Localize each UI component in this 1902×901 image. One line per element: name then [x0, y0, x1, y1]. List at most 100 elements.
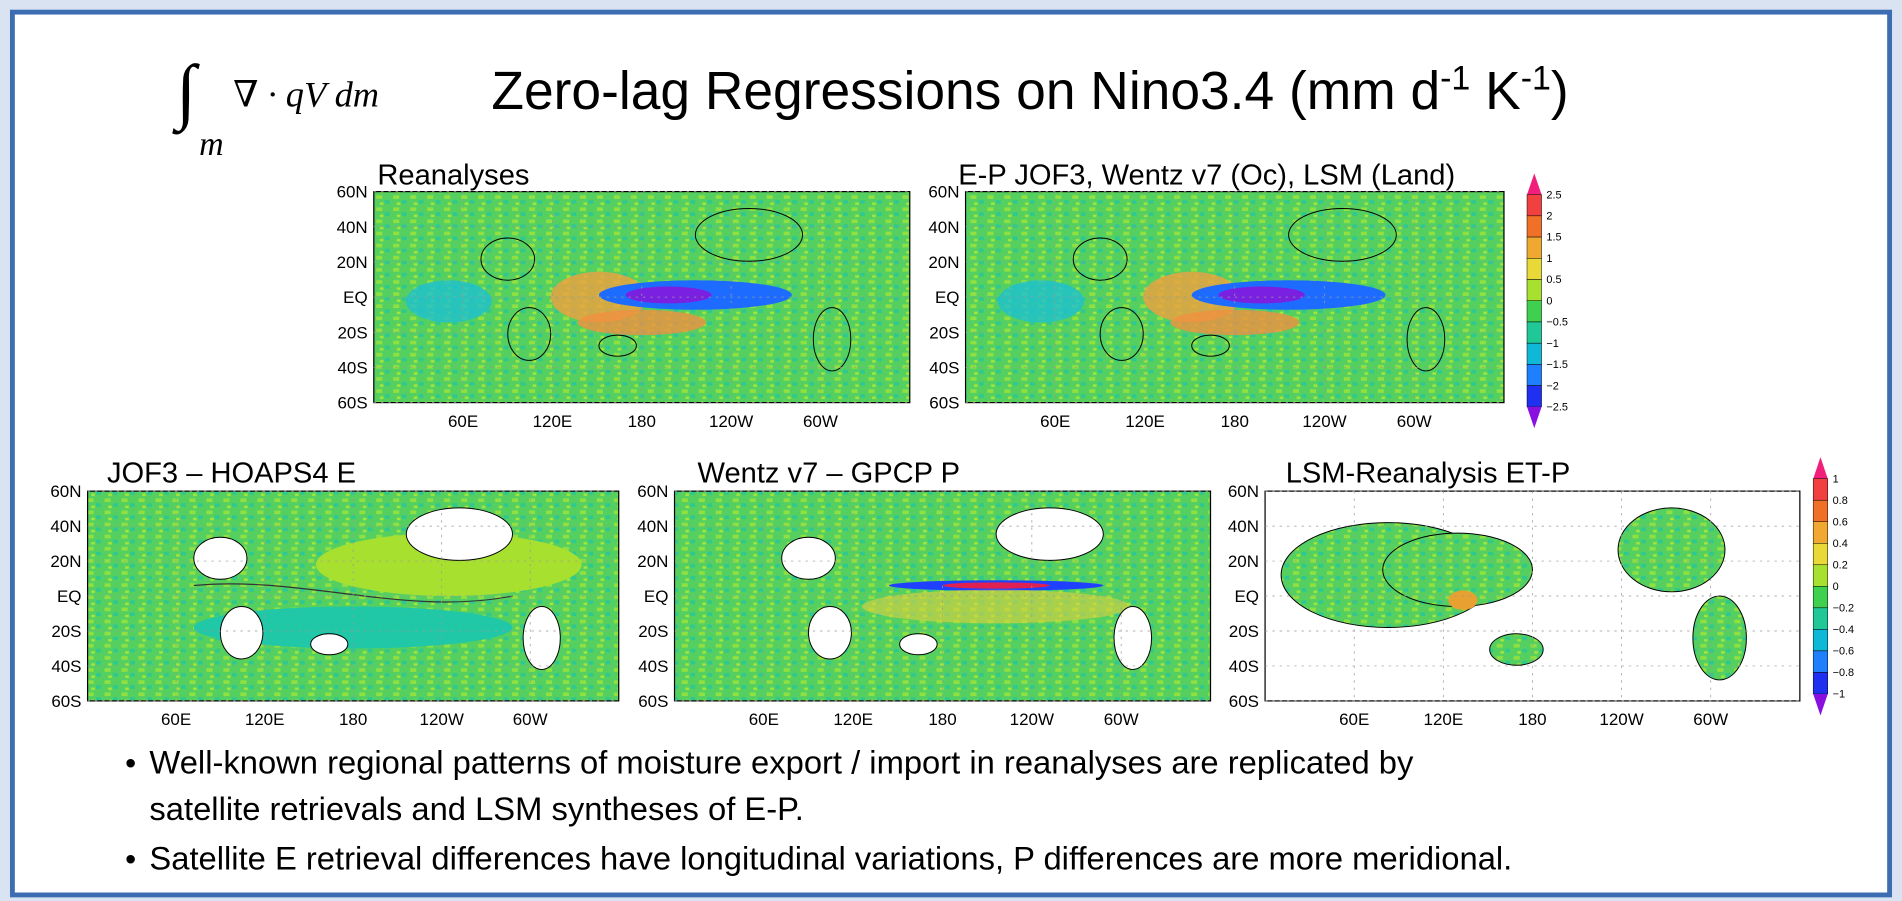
slide-title: Zero-lag Regressions on Nino3.4 (mm d-1 …: [491, 60, 1568, 121]
colorbar-label: −0.4: [1833, 624, 1855, 636]
anomaly: [1448, 591, 1477, 610]
lat-label: 40S: [929, 358, 959, 377]
formula-subscript: m: [199, 126, 224, 163]
lat-label: 20S: [51, 622, 81, 641]
land-area: [194, 537, 247, 579]
lat-label: EQ: [343, 288, 368, 307]
lon-label: 120E: [1125, 412, 1165, 431]
colorbar-label: −2.5: [1546, 401, 1568, 413]
land-area: [1693, 596, 1746, 680]
panel-title: Reanalyses: [377, 159, 529, 191]
land-area: [523, 607, 560, 670]
lat-label: 20S: [338, 323, 368, 342]
colorbar-cell: [1527, 343, 1542, 364]
colorbar-label: −2: [1546, 380, 1558, 392]
lat-label: 40S: [51, 657, 81, 676]
page: ∫ ∇ · qV dm m Zero-lag Regressions on Ni…: [0, 0, 1902, 901]
land-area: [1490, 634, 1543, 665]
anomaly: [1219, 287, 1305, 304]
lon-label: 180: [628, 412, 656, 431]
title-sup: -1: [1440, 60, 1470, 98]
lat-label: 60S: [51, 692, 81, 711]
bullet-text: satellite retrievals and LSM syntheses o…: [149, 790, 803, 827]
lon-label: 120E: [833, 710, 873, 729]
colorbar-cell: [1813, 608, 1828, 630]
colorbar-label: −0.8: [1833, 667, 1855, 679]
lat-label: 40N: [637, 517, 668, 536]
lon-label: 60E: [1339, 710, 1369, 729]
lon-label: 60E: [749, 710, 779, 729]
colorbar-label: 1.5: [1546, 232, 1561, 244]
colorbar-label: 0: [1833, 581, 1839, 593]
land-area: [1114, 607, 1152, 670]
bullet-dot: •: [125, 840, 136, 876]
lat-label: EQ: [935, 288, 960, 307]
colorbar-cell: [1527, 258, 1542, 279]
lat-label: 40N: [50, 517, 81, 536]
colorbar-label: 0.6: [1833, 516, 1848, 528]
colorbar-cell: [1813, 479, 1828, 501]
lat-label: 20N: [1228, 552, 1259, 571]
formula-text: ∇ · qV dm: [233, 75, 379, 115]
lat-label: 20S: [1229, 622, 1259, 641]
bullet-text: Satellite E retrieval differences have l…: [149, 839, 1512, 876]
panel-title: Wentz v7 – GPCP P: [698, 458, 961, 490]
lat-label: EQ: [1234, 587, 1259, 606]
lon-label: 120W: [1599, 710, 1643, 729]
title-part: Zero-lag Regressions on Nino3.4 (mm d: [491, 62, 1440, 121]
colorbar-label: −1.5: [1546, 359, 1568, 371]
land-area: [311, 634, 348, 655]
land-area: [996, 508, 1103, 560]
lat-label: 40N: [337, 218, 368, 237]
lat-label: 40N: [928, 218, 959, 237]
lat-label: 60S: [338, 394, 368, 413]
colorbar-cell: [1813, 586, 1828, 608]
colorbar-cell: [1813, 651, 1828, 673]
slide: ∫ ∇ · qV dm m Zero-lag Regressions on Ni…: [0, 0, 1902, 901]
lat-label: 60N: [637, 482, 668, 501]
lat-label: 20N: [50, 552, 81, 571]
colorbar-label: −0.2: [1833, 602, 1855, 614]
lat-label: 40N: [1228, 517, 1259, 536]
colorbar-cell: [1527, 280, 1542, 301]
lon-label: 60W: [1397, 412, 1432, 431]
colorbar-cell: [1813, 565, 1828, 587]
lon-label: 180: [928, 710, 956, 729]
lat-label: 60N: [337, 183, 368, 202]
lat-label: 60N: [1228, 482, 1259, 501]
lon-label: 120E: [533, 412, 573, 431]
colorbar-label: −0.5: [1546, 317, 1568, 329]
colorbar-cell: [1813, 522, 1828, 544]
colorbar-cell: [1527, 216, 1542, 237]
colorbar-cell: [1527, 301, 1542, 322]
land-area: [782, 537, 836, 579]
anomaly: [943, 582, 1050, 588]
lon-label: 60W: [1104, 710, 1139, 729]
colorbar-cell: [1527, 322, 1542, 343]
lat-label: 60S: [929, 394, 959, 413]
lat-label: 20N: [337, 253, 368, 272]
colorbar-label: 0.4: [1833, 538, 1848, 550]
lon-label: 60E: [161, 710, 191, 729]
lon-label: 180: [339, 710, 367, 729]
lon-label: 60E: [448, 412, 478, 431]
lon-label: 60W: [513, 710, 548, 729]
colorbar-cell: [1813, 500, 1828, 522]
anomaly: [626, 287, 712, 304]
lon-label: 120E: [245, 710, 285, 729]
colorbar-cell: [1527, 364, 1542, 385]
lon-label: 180: [1221, 412, 1249, 431]
title-sup: -1: [1521, 60, 1551, 98]
lat-label: 60S: [638, 692, 668, 711]
colorbar-label: 0.8: [1833, 495, 1848, 507]
lat-label: 20S: [638, 622, 668, 641]
panel-title: JOF3 – HOAPS4 E: [107, 458, 356, 490]
bullet-dot: •: [125, 745, 136, 781]
colorbar-cell: [1527, 237, 1542, 258]
lat-label: 20N: [928, 253, 959, 272]
anomaly: [406, 280, 492, 322]
land-area: [809, 607, 852, 659]
